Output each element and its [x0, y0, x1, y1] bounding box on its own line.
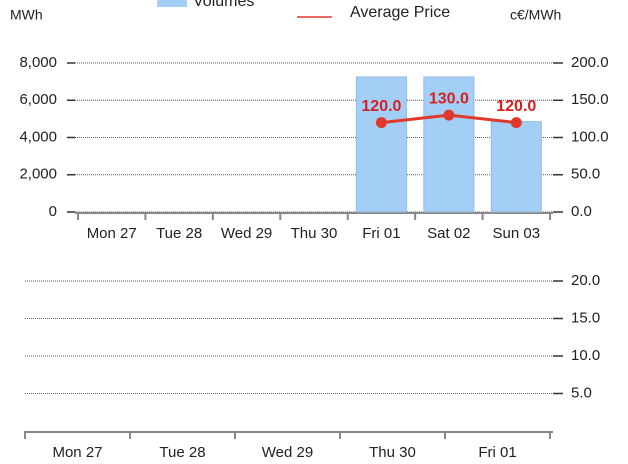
bar — [490, 121, 542, 213]
value-label: 130.0 — [429, 90, 469, 107]
y2-tick-label: 15.0 — [571, 309, 600, 326]
x-tick-label: Wed 29 — [262, 444, 313, 461]
legend-label: Average Price — [350, 4, 450, 21]
x-tick-label: Mon 27 — [87, 225, 137, 242]
x-tick-label: Mon 27 — [52, 444, 102, 461]
bar — [423, 76, 475, 213]
x-tick-label: Thu 30 — [291, 225, 338, 242]
x-tick-label: Tue 28 — [159, 444, 205, 461]
y2-tick-label: 10.0 — [571, 347, 600, 364]
price-point — [510, 117, 522, 129]
legend-label: Volumes — [193, 0, 254, 10]
y-tick-label: 6,000 — [19, 91, 57, 108]
price-point — [375, 117, 387, 129]
y2-tick-label: 100.0 — [571, 128, 609, 145]
price-point — [443, 109, 455, 121]
value-label: 120.0 — [361, 98, 401, 115]
x-tick-label: Thu 30 — [369, 444, 416, 461]
y-tick-label: 0 — [49, 203, 57, 220]
y2-tick-label: 0.0 — [571, 203, 592, 220]
x-tick-label: Wed 29 — [221, 225, 272, 242]
value-label: 120.0 — [496, 98, 536, 115]
y-axis-label: MWh — [10, 7, 43, 23]
y2-tick-label: 20.0 — [571, 272, 600, 289]
x-tick-label: Sat 02 — [427, 225, 470, 242]
legend-swatch — [157, 0, 187, 7]
x-tick-label: Fri 01 — [478, 444, 516, 461]
x-tick-label: Tue 28 — [156, 225, 202, 242]
bar — [355, 76, 407, 213]
y2-tick-label: 5.0 — [571, 384, 592, 401]
y-tick-label: 4,000 — [19, 128, 57, 145]
y-tick-label: 2,000 — [19, 166, 57, 183]
y2-tick-label: 150.0 — [571, 91, 609, 108]
x-tick-label: Fri 01 — [362, 225, 400, 242]
y-tick-label: 8,000 — [19, 54, 57, 71]
x-tick-label: Sun 03 — [493, 225, 541, 242]
y2-tick-label: 50.0 — [571, 166, 600, 183]
y2-tick-label: 200.0 — [571, 54, 609, 71]
y2-axis-label: c€/MWh — [510, 7, 561, 23]
